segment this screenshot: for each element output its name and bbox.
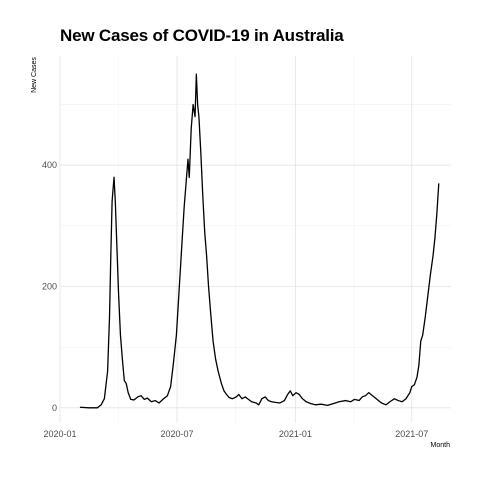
x-axis-title: Month [431,442,451,449]
x-tick-label: 2020-01 [43,429,76,439]
x-tick-label: 2020-07 [161,429,194,439]
y-axis-title: New Cases [31,57,38,93]
chart-title: New Cases of COVID-19 in Australia [60,26,344,45]
y-tick-label: 400 [42,160,57,170]
tick-labels: 0 200 400 2020-01 2020-07 2021-01 2021-07 [42,160,428,439]
grid-lines [59,56,451,423]
y-tick-label: 0 [52,403,57,413]
series-line [79,73,440,409]
y-tick-label: 200 [42,282,57,292]
x-tick-label: 2021-01 [279,429,312,439]
x-tick-label: 2021-07 [395,429,428,439]
